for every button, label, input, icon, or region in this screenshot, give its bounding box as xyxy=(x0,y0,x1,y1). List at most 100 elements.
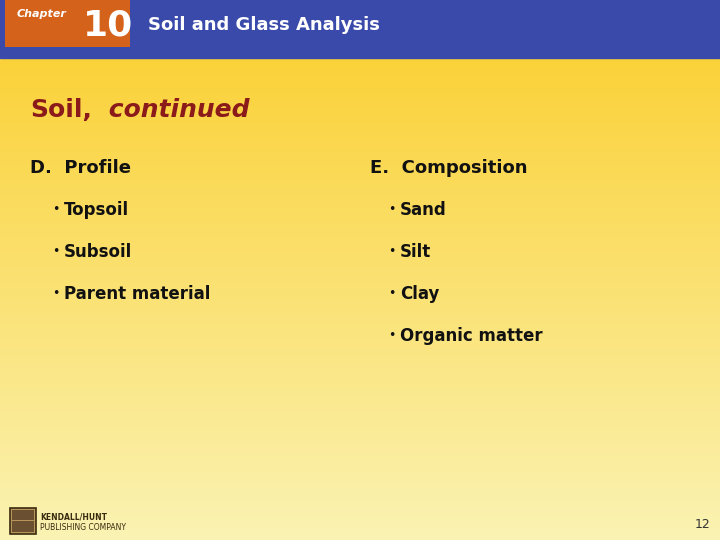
Bar xyxy=(0,489,720,490)
Bar xyxy=(0,282,720,284)
Bar xyxy=(0,225,720,226)
Bar xyxy=(0,239,720,240)
Bar xyxy=(0,234,720,235)
Bar xyxy=(0,152,720,153)
Text: •: • xyxy=(388,204,395,217)
Text: Soil and Glass Analysis: Soil and Glass Analysis xyxy=(148,16,380,34)
Bar xyxy=(0,123,720,124)
Bar xyxy=(0,70,720,71)
Bar xyxy=(0,132,720,133)
Bar xyxy=(0,437,720,438)
Text: PUBLISHING COMPANY: PUBLISHING COMPANY xyxy=(40,523,126,532)
Bar xyxy=(0,515,720,516)
Text: 12: 12 xyxy=(695,517,711,530)
Text: •: • xyxy=(52,204,59,217)
Bar xyxy=(0,394,720,395)
Bar xyxy=(0,314,720,315)
Bar xyxy=(0,125,720,126)
Bar xyxy=(0,207,720,208)
Bar xyxy=(0,429,720,430)
Text: •: • xyxy=(388,329,395,342)
Bar xyxy=(0,508,720,509)
Bar xyxy=(0,50,720,58)
Bar xyxy=(0,193,720,194)
Bar xyxy=(0,171,720,172)
Text: D.  Profile: D. Profile xyxy=(30,159,131,177)
Bar xyxy=(0,81,720,82)
Bar xyxy=(0,529,720,530)
Bar xyxy=(0,472,720,474)
Bar xyxy=(0,189,720,190)
Bar xyxy=(0,389,720,390)
Bar xyxy=(0,517,720,518)
Bar xyxy=(0,355,720,356)
Bar xyxy=(0,177,720,178)
Bar xyxy=(0,190,720,191)
Bar xyxy=(0,301,720,302)
Bar xyxy=(0,66,720,68)
Bar xyxy=(0,135,720,136)
Bar xyxy=(0,140,720,141)
Bar xyxy=(0,446,720,447)
Bar xyxy=(0,488,720,489)
Bar xyxy=(0,232,720,233)
Bar xyxy=(0,64,720,65)
Bar xyxy=(0,235,720,237)
Bar xyxy=(0,397,720,399)
Bar xyxy=(0,408,720,409)
Bar xyxy=(0,146,720,147)
Bar xyxy=(0,536,720,537)
Bar xyxy=(0,116,720,117)
Bar xyxy=(0,334,720,335)
Bar xyxy=(0,103,720,104)
Bar xyxy=(0,124,720,125)
Bar xyxy=(0,522,720,523)
Bar xyxy=(0,497,720,498)
Bar xyxy=(0,75,720,76)
Bar xyxy=(0,300,720,301)
Bar xyxy=(0,274,720,275)
Bar xyxy=(0,313,720,314)
Bar xyxy=(0,386,720,387)
Bar xyxy=(0,444,720,445)
Bar xyxy=(0,138,720,139)
Bar xyxy=(0,76,720,77)
Bar xyxy=(0,310,720,312)
Bar xyxy=(0,462,720,463)
Bar xyxy=(0,183,720,184)
Bar xyxy=(0,173,720,174)
Bar xyxy=(0,323,720,324)
Bar xyxy=(0,111,720,112)
Bar xyxy=(0,246,720,247)
Bar xyxy=(0,333,720,334)
Bar xyxy=(0,457,720,458)
Bar xyxy=(0,231,720,232)
Bar xyxy=(0,316,720,318)
Bar xyxy=(0,420,720,421)
Bar xyxy=(0,531,720,532)
Bar xyxy=(0,174,720,176)
Bar xyxy=(0,269,720,270)
Bar xyxy=(0,466,720,467)
Bar xyxy=(0,200,720,201)
Bar xyxy=(0,166,720,167)
Bar xyxy=(0,136,720,137)
Bar xyxy=(0,520,720,521)
Bar xyxy=(0,369,720,370)
Bar xyxy=(0,258,720,259)
Bar xyxy=(0,212,720,213)
Bar xyxy=(0,538,720,539)
Bar xyxy=(0,223,720,224)
Bar xyxy=(0,534,720,535)
Bar xyxy=(0,188,720,189)
Bar xyxy=(0,423,720,424)
Bar xyxy=(0,304,720,305)
Bar xyxy=(0,373,720,374)
Bar xyxy=(0,100,720,102)
Bar xyxy=(0,61,720,62)
Bar xyxy=(0,198,720,199)
Bar xyxy=(0,82,720,83)
Bar xyxy=(0,490,720,491)
Bar xyxy=(0,255,720,256)
Bar xyxy=(0,340,720,341)
